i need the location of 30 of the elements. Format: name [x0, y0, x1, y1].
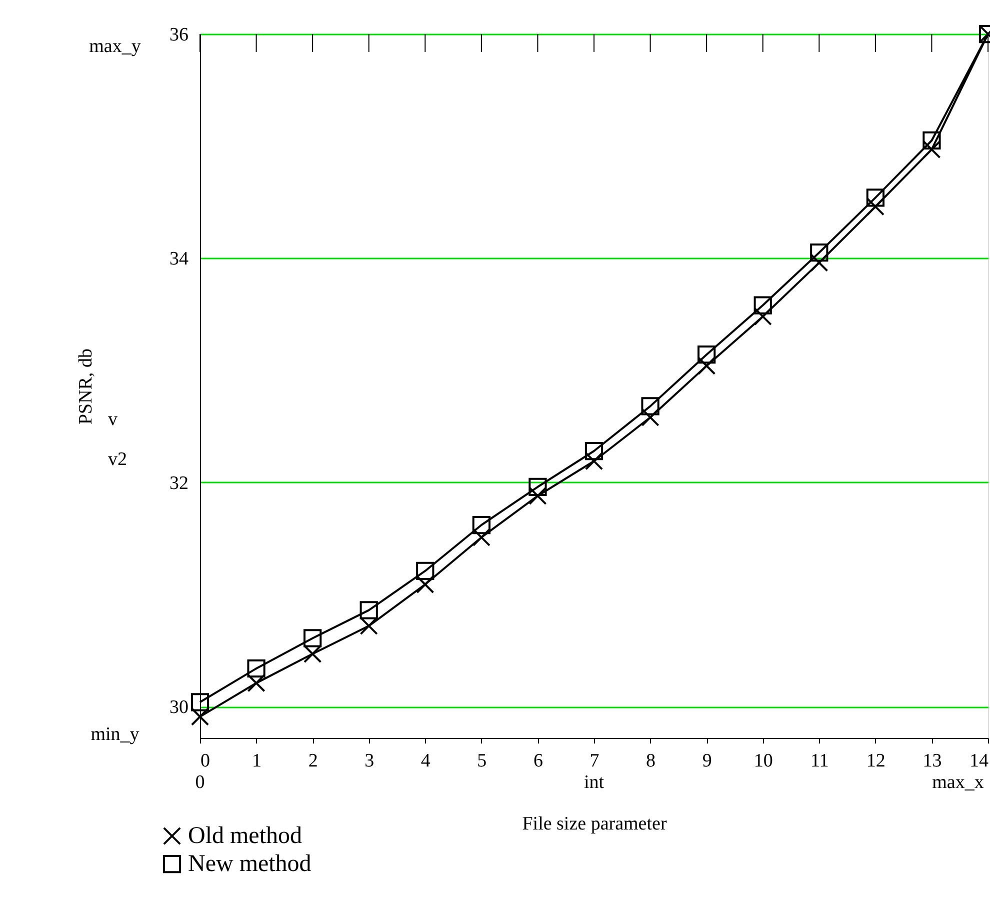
x-tick-label: 1 — [252, 750, 262, 772]
x-tick-label: 8 — [646, 750, 656, 772]
text: min_y — [90, 724, 140, 745]
x-tick-label: 6 — [533, 750, 543, 772]
x-tick-label: 11 — [810, 750, 829, 772]
text: v2 — [108, 449, 127, 470]
x-tick-label: 9 — [702, 750, 712, 772]
x-tick-label: 2 — [308, 750, 318, 772]
text: v — [108, 409, 118, 430]
legend-label: New method — [188, 851, 312, 877]
x-tick-label: 7 — [590, 750, 600, 772]
y-tick-label: 30 — [170, 697, 188, 718]
x-tick-label: 4 — [420, 750, 431, 772]
y-axis-title: PSNR, db — [76, 348, 96, 425]
x-tick-label: 13 — [922, 750, 942, 772]
x-axis-title: File size parameter — [522, 814, 668, 834]
text: max_x — [932, 772, 984, 793]
y-tick-label: 36 — [170, 24, 188, 46]
text: int — [584, 772, 605, 793]
y-tick-label: 32 — [170, 472, 188, 494]
x-tick-label: 12 — [866, 750, 886, 772]
x-tick-label: 5 — [477, 750, 487, 772]
legend-label: Old method — [188, 823, 302, 849]
text: max_y — [89, 36, 142, 57]
x-tick-label: 3 — [364, 750, 374, 772]
x-tick-label: 10 — [754, 750, 773, 772]
text: 0 — [195, 772, 205, 793]
x-tick-label: 14 — [970, 750, 989, 772]
x-tick-label: 0 — [200, 750, 210, 772]
y-tick-label: 34 — [170, 248, 189, 270]
